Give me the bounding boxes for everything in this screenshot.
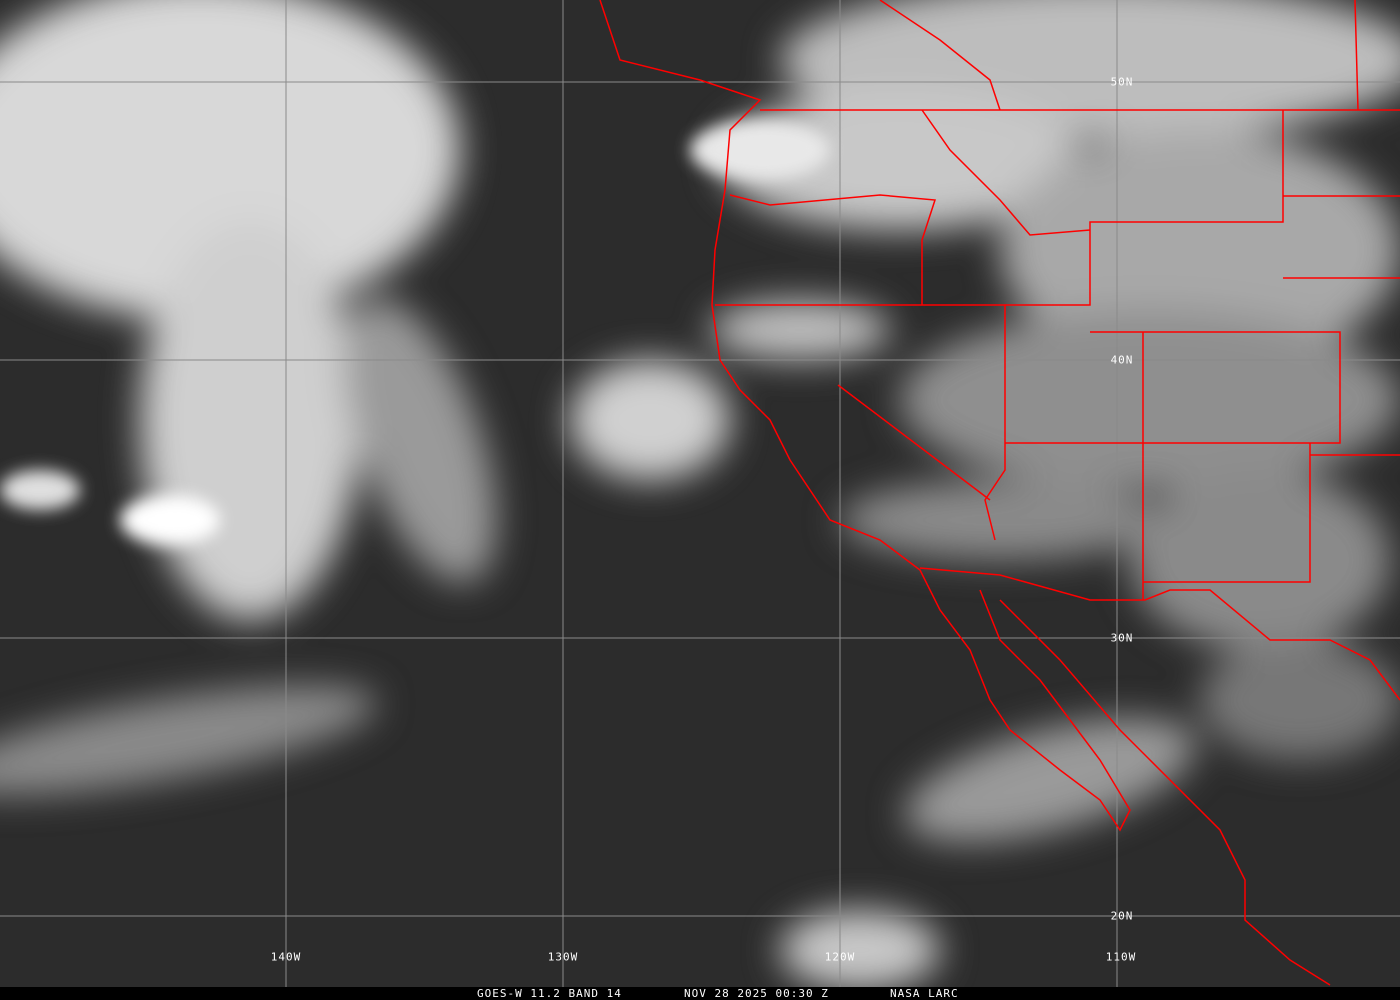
lat-label-20n: 20N [1110, 909, 1134, 923]
caption-source: NASA LARC [890, 987, 959, 1000]
canada-province-border [879, 0, 1001, 111]
california-northern-border [715, 304, 1006, 541]
lon-label-140w: 140W [270, 950, 302, 964]
california-nevada-diagonal [837, 384, 991, 501]
lon-label-120w: 120W [824, 950, 856, 964]
state-grid [1005, 0, 1400, 600]
idaho-border [921, 109, 1284, 306]
us-mexico-border [919, 567, 1400, 701]
west-coastline [599, 0, 1331, 986]
caption-satellite-band: GOES-W 11.2 BAND 14 [477, 987, 622, 1000]
lon-label-110w: 110W [1105, 950, 1137, 964]
lon-label-130w: 130W [547, 950, 579, 964]
lat-label-30n: 30N [1110, 631, 1134, 645]
lat-label-40n: 40N [1110, 353, 1134, 367]
washington-oregon-border [729, 194, 937, 305]
political-borders [599, 0, 1400, 986]
caption-datetime: NOV 28 2025 00:30 Z [684, 987, 829, 1000]
lat-label-50n: 50N [1110, 75, 1134, 89]
image-caption-bar: GOES-W 11.2 BAND 14 NOV 28 2025 00:30 Z … [0, 987, 1400, 1000]
